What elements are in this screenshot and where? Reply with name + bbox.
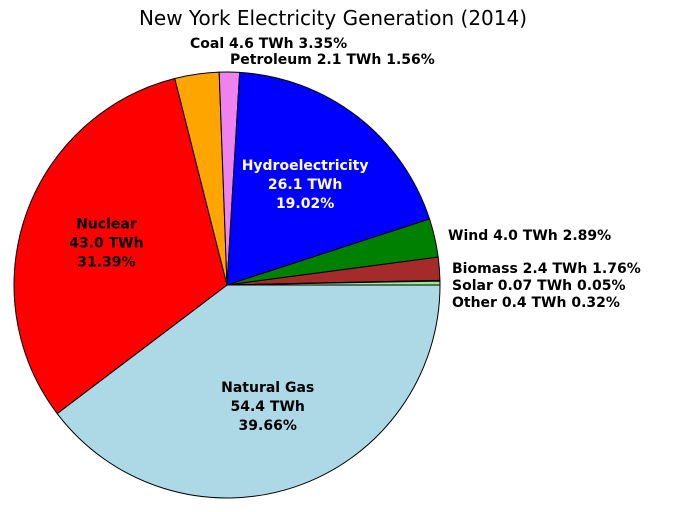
label-petroleum: Petroleum 2.1 TWh 1.56%	[230, 52, 435, 68]
slice-hydroelectricity	[226, 71, 431, 286]
label-hydroelectricity: Hydroelectricity 26.1 TWh 19.02%	[242, 158, 369, 212]
chart-title: New York Electricity Generation (2014)	[139, 6, 527, 30]
label-other: Other 0.4 TWh 0.32%	[452, 295, 620, 311]
label-solar: Solar 0.07 TWh 0.05%	[452, 278, 626, 294]
slice-nuclear	[13, 78, 228, 415]
slice-other	[226, 280, 441, 286]
slice-labels: Natural Gas 54.4 TWh 39.66% Nuclear 43.0 TWh…	[69, 36, 641, 434]
label-wind: Wind 4.0 TWh 2.89%	[448, 228, 611, 244]
label-nuclear: Nuclear 43.0 TWh 31.39%	[69, 217, 143, 271]
slice-natural-gas	[56, 284, 441, 499]
pie-slices	[13, 71, 441, 499]
label-biomass: Biomass 2.4 TWh 1.76%	[452, 261, 641, 277]
label-coal: Coal 4.6 TWh 3.35%	[190, 36, 347, 52]
label-natural-gas: Natural Gas 54.4 TWh 39.66%	[221, 380, 314, 434]
